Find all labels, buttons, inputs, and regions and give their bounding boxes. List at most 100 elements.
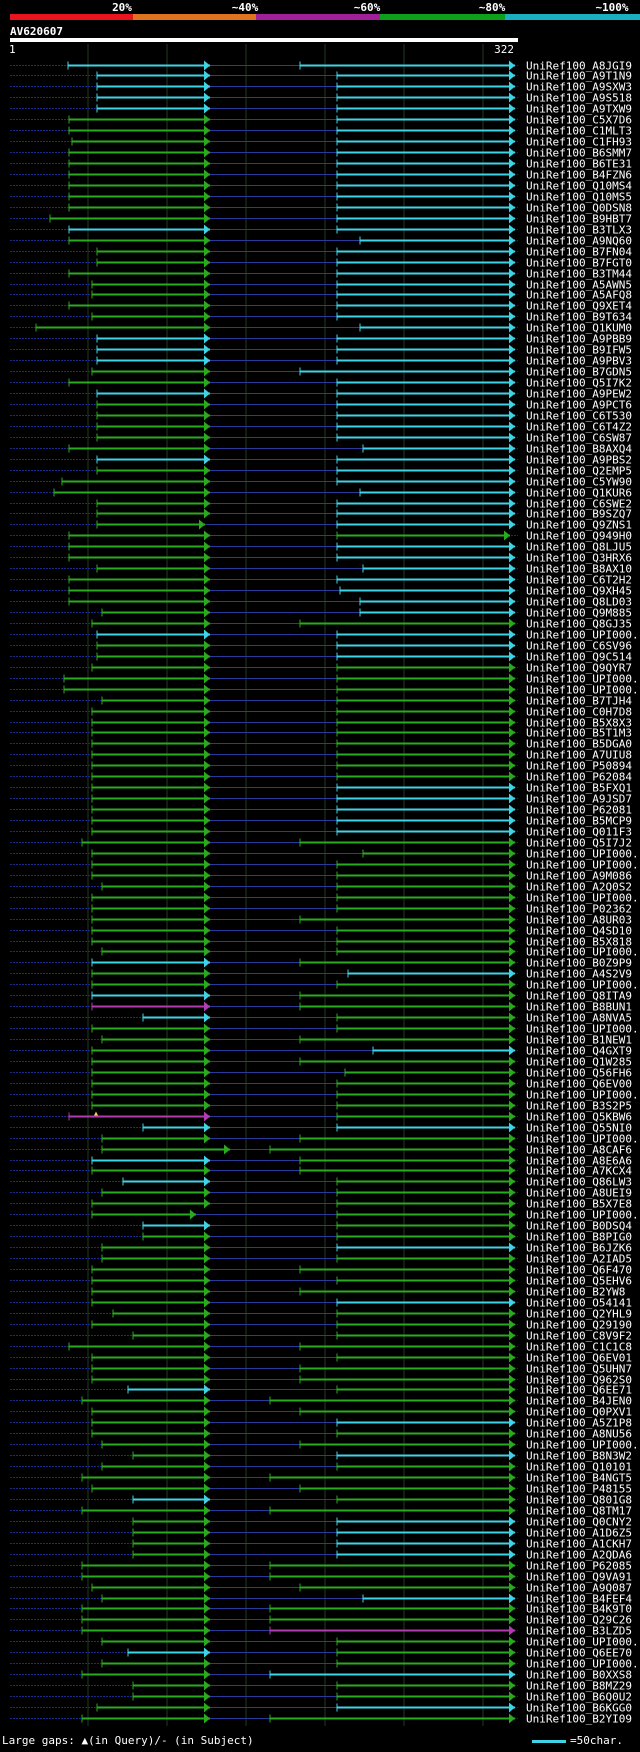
hit-label[interactable]: UniRef100_B3LZD5 bbox=[526, 1625, 632, 1638]
hit-label[interactable]: UniRef100_Q4SD10 bbox=[526, 925, 632, 938]
hit-row[interactable]: UniRef100_Q0CNY2 bbox=[10, 1516, 632, 1529]
hit-label[interactable]: UniRef100_C6SW87 bbox=[526, 432, 632, 445]
hit-label[interactable]: UniRef100_UPI000.. bbox=[526, 1658, 640, 1671]
hit-label[interactable]: UniRef100_Q801G8 bbox=[526, 1494, 632, 1507]
hit-label[interactable]: UniRef100_A2QDA6 bbox=[526, 1549, 632, 1562]
hit-row[interactable]: UniRef100_Q5I7J2 bbox=[10, 837, 632, 850]
hit-row[interactable]: UniRef100_B9T634 bbox=[10, 311, 632, 324]
hit-row[interactable]: UniRef100_B5MCP9 bbox=[10, 815, 632, 828]
hit-row[interactable]: UniRef100_A9S518 bbox=[10, 92, 632, 105]
hit-row[interactable]: UniRef100_C5YW90 bbox=[10, 476, 632, 489]
hit-row[interactable]: UniRef100_UPI000.. bbox=[10, 859, 640, 872]
hit-row[interactable]: UniRef100_Q10101 bbox=[10, 1461, 632, 1474]
hit-label[interactable]: UniRef100_A8NU56 bbox=[526, 1428, 632, 1441]
hit-row[interactable]: UniRef100_B0DSQ4 bbox=[10, 1220, 632, 1233]
hit-label[interactable]: UniRef100_B6TE31 bbox=[526, 158, 632, 171]
hit-label[interactable]: UniRef100_UPI000.. bbox=[526, 1209, 640, 1222]
hit-label[interactable]: UniRef100_Q3HRX6 bbox=[526, 552, 632, 565]
hit-label[interactable]: UniRef100_C1FH93 bbox=[526, 136, 632, 149]
hit-row[interactable]: UniRef100_UPI000.. bbox=[10, 629, 640, 642]
hit-row[interactable]: UniRef100_C1MLT3 bbox=[10, 125, 632, 138]
hit-label[interactable]: UniRef100_Q9C514 bbox=[526, 651, 632, 664]
hit-label[interactable]: UniRef100_A9PEW2 bbox=[526, 388, 632, 401]
hit-label[interactable]: UniRef100_C6SWE2 bbox=[526, 498, 632, 511]
hit-label[interactable]: UniRef100_C0H7D8 bbox=[526, 706, 632, 719]
hit-row[interactable]: UniRef100_Q9ZNS1 bbox=[10, 519, 632, 532]
hit-label[interactable]: UniRef100_B8MZ29 bbox=[526, 1680, 632, 1693]
hit-row[interactable]: UniRef100_B9IFW5 bbox=[10, 344, 632, 357]
hit-row[interactable]: UniRef100_UPI000.. bbox=[10, 1089, 640, 1102]
hit-row[interactable]: UniRef100_Q9XH45 bbox=[10, 585, 632, 598]
hit-row[interactable]: UniRef100_B7TJH4 bbox=[10, 695, 632, 708]
hit-row[interactable]: UniRef100_UPI000.. bbox=[10, 848, 640, 861]
hit-label[interactable]: UniRef100_C5X7D6 bbox=[526, 114, 632, 127]
hit-label[interactable]: UniRef100_Q10101 bbox=[526, 1461, 632, 1474]
hit-row[interactable]: UniRef100_C0H7D8 bbox=[10, 706, 632, 719]
hit-label[interactable]: UniRef100_Q55NI0 bbox=[526, 1122, 632, 1135]
hit-label[interactable]: UniRef100_B2YW8 bbox=[526, 1286, 625, 1299]
hit-label[interactable]: UniRef100_UPI000.. bbox=[526, 673, 640, 686]
hit-row[interactable]: UniRef100_A9PBS2 bbox=[10, 454, 632, 467]
hit-label[interactable]: UniRef100_A9PBV3 bbox=[526, 355, 632, 368]
hit-label[interactable]: UniRef100_Q8GJ35 bbox=[526, 618, 632, 631]
hit-label[interactable]: UniRef100_B6SMM7 bbox=[526, 147, 632, 160]
hit-label[interactable]: UniRef100_Q5UHN7 bbox=[526, 1363, 632, 1376]
hit-label[interactable]: UniRef100_C6T2H2 bbox=[526, 574, 632, 587]
hit-label[interactable]: UniRef100_UPI000.. bbox=[526, 946, 640, 959]
hit-row[interactable]: UniRef100_B2YI09 bbox=[10, 1713, 632, 1726]
hit-label[interactable]: UniRef100_UPI000.. bbox=[526, 1439, 640, 1452]
hit-label[interactable]: UniRef100_Q10MS4 bbox=[526, 180, 632, 193]
hit-row[interactable]: UniRef100_Q962S0 bbox=[10, 1374, 632, 1387]
hit-row[interactable]: UniRef100_UPI000.. bbox=[10, 673, 640, 686]
hit-row[interactable]: UniRef100_C1FH93 bbox=[10, 136, 632, 149]
hit-row[interactable]: UniRef100_C6T530 bbox=[10, 410, 632, 423]
hit-label[interactable]: UniRef100_A9Q087 bbox=[526, 1582, 632, 1595]
hit-label[interactable]: UniRef100_B6Q0U2 bbox=[526, 1691, 632, 1704]
hit-label[interactable]: UniRef100_B8BUN1 bbox=[526, 1001, 632, 1014]
hit-row[interactable]: UniRef100_Q4GXT9 bbox=[10, 1045, 632, 1058]
hit-label[interactable]: UniRef100_A9NQ60 bbox=[526, 235, 632, 248]
hit-row[interactable]: UniRef100_Q8LD03 bbox=[10, 596, 632, 609]
hit-label[interactable]: UniRef100_A8E6A6 bbox=[526, 1155, 632, 1168]
hit-label[interactable]: UniRef100_P50894 bbox=[526, 760, 632, 773]
hit-row[interactable]: UniRef100_Q4SD10 bbox=[10, 925, 632, 938]
hit-label[interactable]: UniRef100_B9HBT7 bbox=[526, 213, 632, 226]
hit-row[interactable]: UniRef100_P50894 bbox=[10, 760, 632, 773]
hit-row[interactable]: UniRef100_Q29190 bbox=[10, 1319, 632, 1332]
hit-row[interactable]: UniRef100_Q3HRX6 bbox=[10, 552, 632, 565]
hit-label[interactable]: UniRef100_Q9ZNS1 bbox=[526, 519, 632, 532]
hit-label[interactable]: UniRef100_P62085 bbox=[526, 1560, 632, 1573]
hit-row[interactable]: UniRef100_B2YW8 bbox=[10, 1286, 625, 1299]
hit-row[interactable]: UniRef100_B3TM44 bbox=[10, 268, 632, 281]
hit-row[interactable]: UniRef100_A9PCT6 bbox=[10, 399, 632, 412]
hit-label[interactable]: UniRef100_Q9VA91 bbox=[526, 1571, 632, 1584]
hit-label[interactable]: UniRef100_C8V9F2 bbox=[526, 1330, 632, 1343]
hit-row[interactable]: UniRef100_B4FZN6 bbox=[10, 169, 632, 182]
hit-label[interactable]: UniRef100_Q9XET4 bbox=[526, 300, 632, 313]
hit-row[interactable]: UniRef100_Q8GJ35 bbox=[10, 618, 632, 631]
hit-row[interactable]: UniRef100_C6SW87 bbox=[10, 432, 632, 445]
hit-row[interactable]: UniRef100_A2Q0S2 bbox=[10, 881, 632, 894]
hit-label[interactable]: UniRef100_A7UIU8 bbox=[526, 749, 632, 762]
hit-row[interactable]: UniRef100_Q6EE70 bbox=[10, 1647, 632, 1660]
hit-row[interactable]: UniRef100_Q1KUM0 bbox=[10, 322, 632, 335]
hit-label[interactable]: UniRef100_B7GDN5 bbox=[526, 366, 632, 379]
hit-row[interactable]: UniRef100_Q1KUR6 bbox=[10, 487, 632, 500]
hit-row[interactable]: UniRef100_A8CAF6 bbox=[10, 1144, 632, 1157]
hit-label[interactable]: UniRef100_A9M086 bbox=[526, 870, 632, 883]
hit-row[interactable]: UniRef100_B3S2P5 bbox=[10, 1100, 632, 1113]
hit-label[interactable]: UniRef100_Q6EE70 bbox=[526, 1647, 632, 1660]
hit-row[interactable]: UniRef100_B8N3W2 bbox=[10, 1450, 632, 1463]
hit-row[interactable]: UniRef100_B4NGT5 bbox=[10, 1472, 632, 1485]
hit-row[interactable]: UniRef100_Q6EV00 bbox=[10, 1078, 632, 1091]
hit-label[interactable]: UniRef100_B4FZN6 bbox=[526, 169, 632, 182]
hit-row[interactable]: UniRef100_B4JEN0 bbox=[10, 1395, 632, 1408]
hit-label[interactable]: UniRef100_B8PIG0 bbox=[526, 1231, 632, 1244]
hit-row[interactable]: UniRef100_B8AXQ4 bbox=[10, 443, 632, 456]
hit-row[interactable]: UniRef100_Q0DSN8 bbox=[10, 202, 632, 215]
hit-label[interactable]: UniRef100_Q86LW3 bbox=[526, 1176, 632, 1189]
hit-label[interactable]: UniRef100_B3S2P5 bbox=[526, 1100, 632, 1113]
hit-label[interactable]: UniRef100_C1MLT3 bbox=[526, 125, 632, 138]
hit-label[interactable]: UniRef100_A9PCT6 bbox=[526, 399, 632, 412]
hit-label[interactable]: UniRef100_P48155 bbox=[526, 1483, 632, 1496]
